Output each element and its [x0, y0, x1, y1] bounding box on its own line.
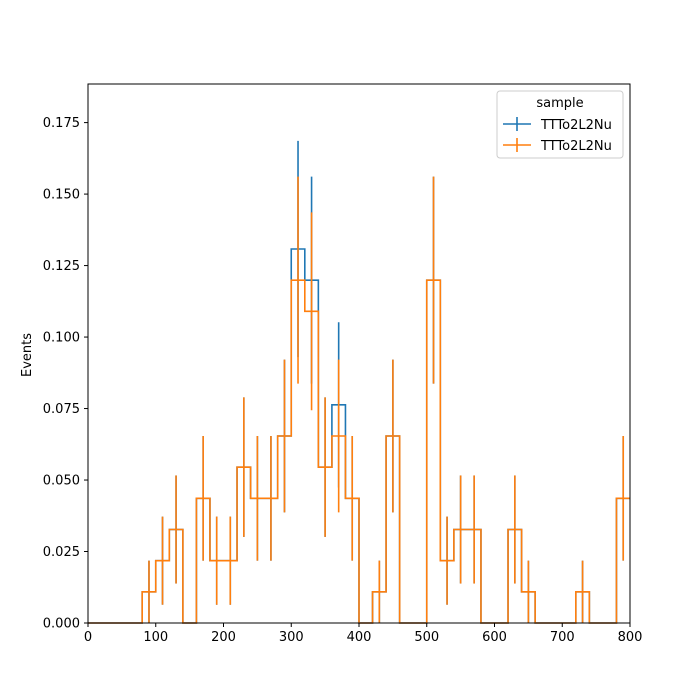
legend-label: TTTo2L2Nu: [540, 118, 612, 133]
x-tick-label: 0: [84, 630, 92, 645]
y-axis-label: Events: [20, 333, 35, 377]
x-tick-label: 400: [347, 630, 372, 645]
x-tick-label: 500: [414, 630, 439, 645]
legend-entry-2: TTTo2L2Nu: [503, 138, 612, 154]
x-tick-label: 800: [618, 630, 643, 645]
y-tick-label: 0.175: [43, 116, 80, 131]
x-tick-label: 200: [211, 630, 236, 645]
y-axis: 0.000 0.025 0.050 0.075 0.100 0.125 0.150 0.175: [43, 116, 88, 632]
y-tick-label: 0.075: [43, 402, 80, 417]
y-tick-label: 0.025: [43, 545, 80, 560]
legend-title: sample: [536, 96, 583, 111]
y-tick-label: 0.100: [43, 331, 80, 346]
x-tick-label: 300: [279, 630, 304, 645]
plot-area: [88, 140, 630, 624]
x-tick-label: 100: [143, 630, 168, 645]
x-tick-label: 700: [550, 630, 575, 645]
y-tick-label: 0.050: [43, 474, 80, 489]
legend-entry-1: TTTo2L2Nu: [503, 117, 612, 133]
legend-label: TTTo2L2Nu: [540, 139, 612, 154]
legend-box: [496, 90, 624, 159]
legend: sample TTTo2L2Nu TTTo2L2Nu: [496, 90, 624, 159]
y-tick-label: 0.150: [43, 188, 80, 203]
y-tick-label: 0.125: [43, 259, 80, 274]
x-tick-label: 600: [482, 630, 507, 645]
x-axis: 0 100 200 300 400 500 600 700 800: [84, 623, 643, 645]
series-2: [88, 176, 630, 624]
y-tick-label: 0.000: [43, 617, 80, 632]
